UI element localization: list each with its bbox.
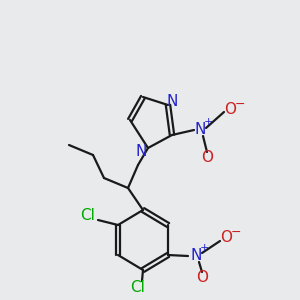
Text: +: + [203, 117, 213, 127]
Text: O: O [220, 230, 232, 245]
Text: Cl: Cl [81, 208, 95, 223]
Text: +: + [199, 243, 209, 253]
Text: −: − [235, 98, 245, 110]
Text: N: N [194, 122, 206, 137]
Text: −: − [231, 226, 241, 238]
Text: O: O [196, 271, 208, 286]
Text: N: N [135, 143, 147, 158]
Text: O: O [224, 103, 236, 118]
Text: N: N [190, 248, 202, 263]
Text: O: O [201, 151, 213, 166]
Text: Cl: Cl [130, 280, 146, 296]
Text: N: N [166, 94, 178, 110]
